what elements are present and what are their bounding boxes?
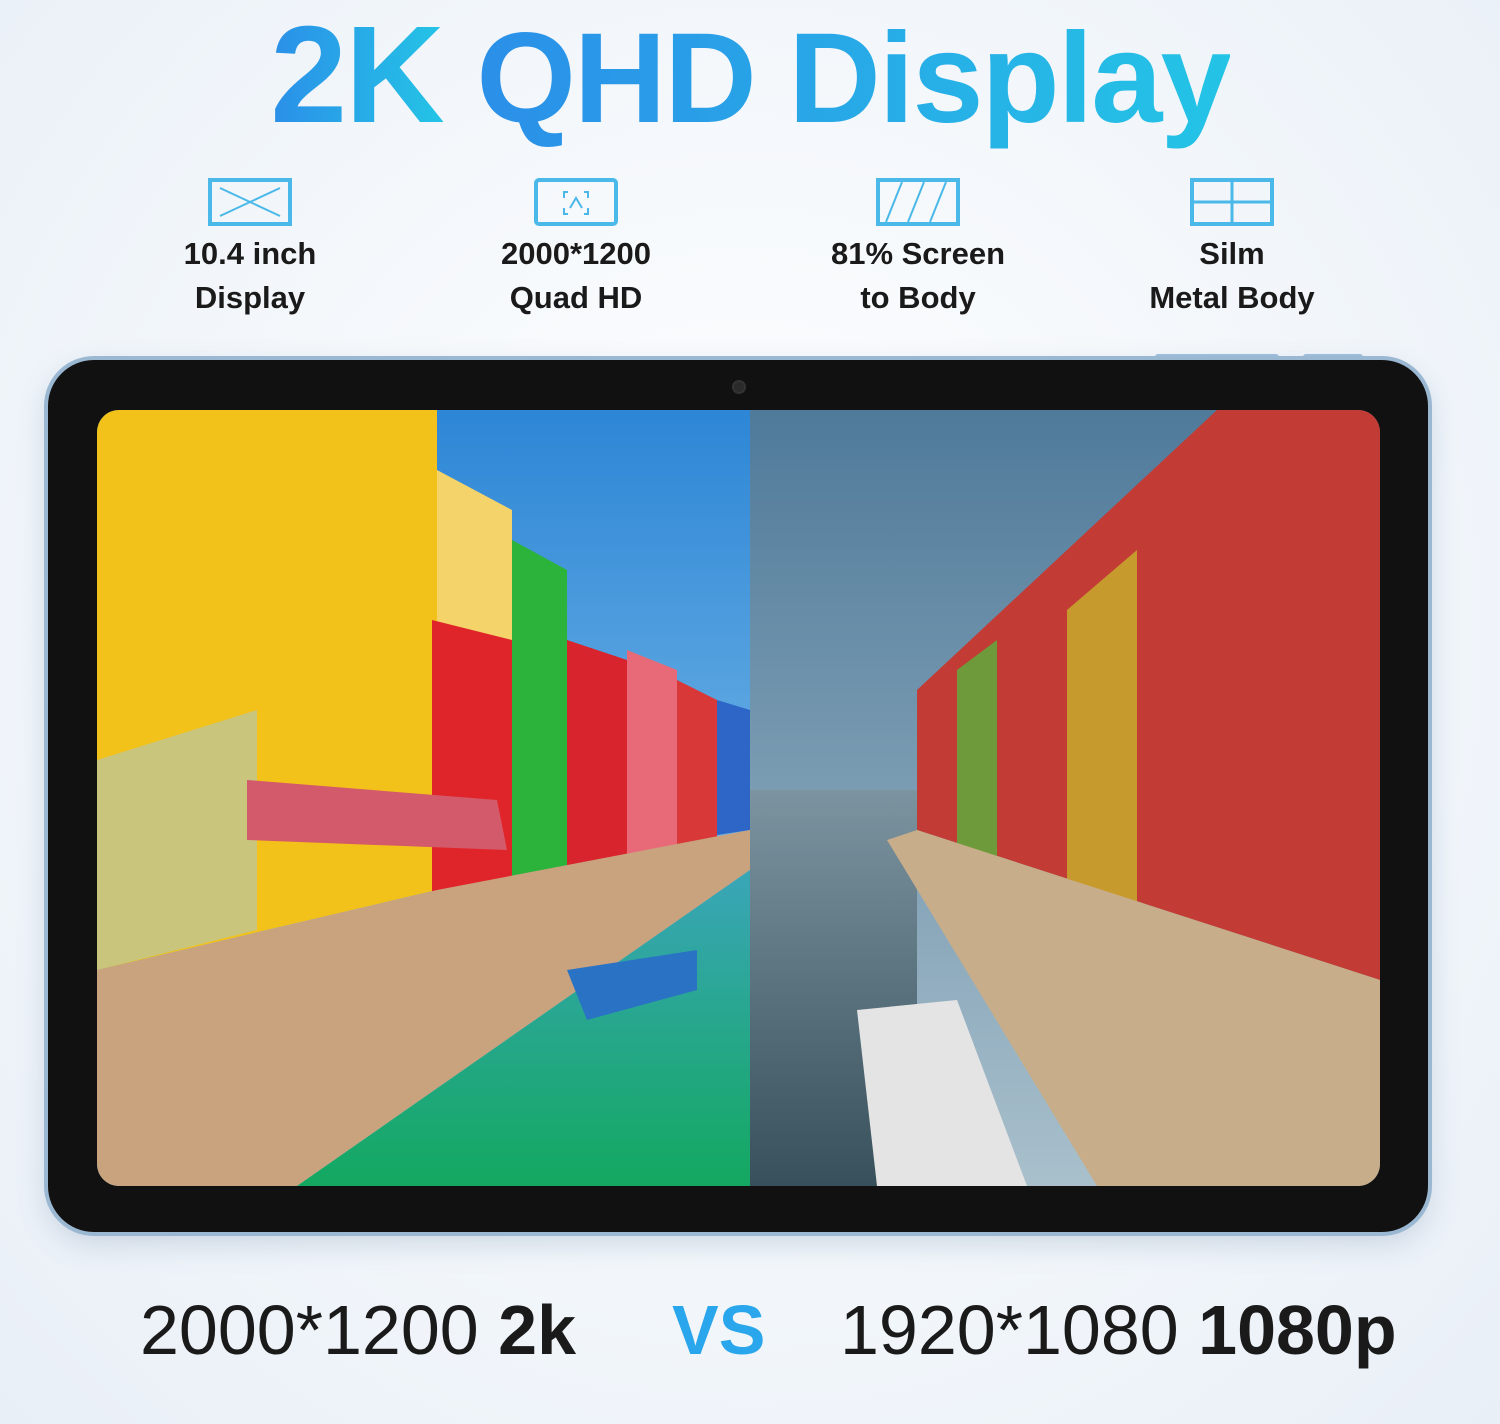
feature-line: 81% Screen — [830, 236, 1006, 271]
feature-line: 10.4 inch — [183, 236, 317, 271]
comparison-photo — [97, 410, 1380, 1186]
volume-button — [1155, 354, 1279, 360]
grid-panel-icon — [1190, 178, 1274, 226]
left-resolution: 2000*1200 2k — [140, 1290, 576, 1370]
feature-line: Metal Body — [1149, 280, 1315, 315]
camera-icon — [732, 380, 746, 394]
feature-line: Quad HD — [509, 280, 643, 315]
left-res-value: 2000*1200 — [140, 1291, 479, 1369]
right-res-label: 1080p — [1198, 1291, 1397, 1369]
tablet-screen — [97, 410, 1380, 1186]
screen-ratio-icon — [876, 178, 960, 226]
feature-line: Display — [194, 280, 306, 315]
feature-ratio: 81% Screen to Body — [788, 178, 1048, 320]
vs-label: VS — [672, 1291, 766, 1369]
headline-qhd: QHD Display — [476, 7, 1231, 150]
headline-2k: 2K — [270, 0, 444, 152]
feature-size: 10.4 inch Display — [120, 178, 380, 320]
expand-diagonal-icon — [208, 178, 292, 226]
right-res-value: 1920*1080 — [840, 1291, 1179, 1369]
feature-body: Silm Metal Body — [1102, 178, 1362, 320]
feature-resolution: 2000*1200 Quad HD — [446, 178, 706, 320]
feature-line: 2000*1200 — [501, 236, 651, 271]
feature-line: Silm — [1199, 236, 1265, 271]
left-res-label: 2k — [498, 1291, 577, 1369]
right-resolution: 1920*1080 1080p — [840, 1290, 1397, 1370]
feature-line: to Body — [860, 280, 976, 315]
power-button — [1303, 354, 1363, 360]
fullscreen-image-icon — [534, 178, 618, 226]
headline: 2K QHD Display — [0, 0, 1500, 154]
